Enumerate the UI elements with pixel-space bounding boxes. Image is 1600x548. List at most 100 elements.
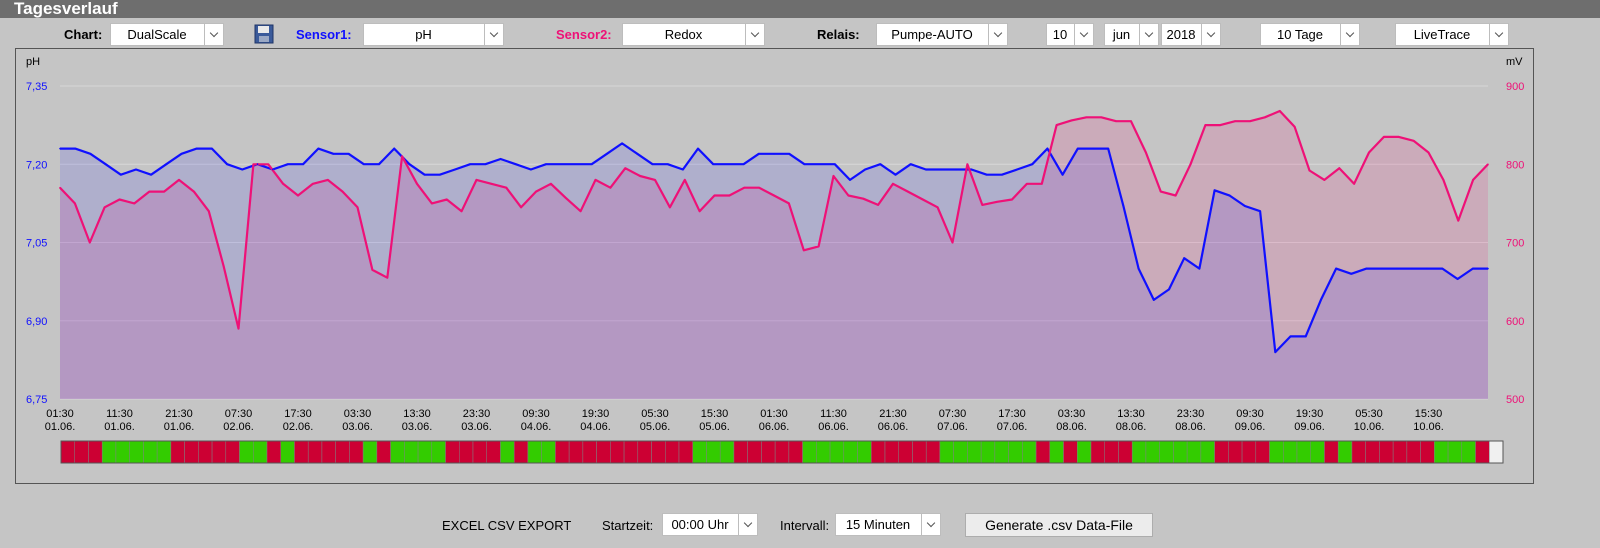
relay-state-cell bbox=[198, 440, 213, 464]
page-title: Tagesverlauf bbox=[0, 0, 1600, 18]
redox-data-point bbox=[1249, 120, 1251, 123]
redox-data-point bbox=[1085, 116, 1088, 119]
ph-data-point bbox=[423, 173, 426, 176]
relais-select[interactable]: Pumpe-AUTO bbox=[876, 23, 1008, 46]
relay-state-cell bbox=[1159, 440, 1174, 464]
relay-state-cell bbox=[390, 440, 405, 464]
relay-state-cell bbox=[980, 440, 996, 464]
ph-data-point bbox=[438, 173, 441, 176]
relay-state-cell bbox=[871, 440, 886, 464]
month-select[interactable]: jun bbox=[1104, 23, 1159, 46]
mode-select[interactable]: LiveTrace bbox=[1395, 23, 1509, 46]
sensor1-select[interactable]: pH bbox=[363, 23, 504, 46]
relay-state-cell bbox=[129, 440, 144, 464]
x-tick-date: 05.06. bbox=[699, 421, 730, 433]
relay-state-cell bbox=[898, 440, 913, 464]
ph-data-point bbox=[1031, 163, 1034, 166]
chart-type-select[interactable]: DualScale bbox=[110, 23, 224, 46]
start-time-select[interactable]: 00:00 Uhr bbox=[662, 513, 758, 536]
month-value: jun bbox=[1112, 27, 1131, 42]
relay-state-cell bbox=[1283, 440, 1298, 464]
redox-data-point bbox=[773, 194, 775, 197]
ph-data-point bbox=[1304, 335, 1307, 338]
ph-data-point bbox=[560, 163, 563, 166]
ph-data-point bbox=[818, 163, 821, 166]
x-tick-time: 09:30 bbox=[1236, 408, 1264, 420]
relay-state-cell bbox=[431, 440, 446, 464]
ph-data-point bbox=[742, 163, 745, 166]
relay-state-cell bbox=[349, 440, 364, 464]
redox-data-point bbox=[847, 194, 850, 197]
relay-state-cell bbox=[156, 440, 172, 464]
relay-state-cell bbox=[651, 440, 666, 464]
ph-data-point bbox=[1396, 267, 1398, 270]
x-tick-time: 05:30 bbox=[1355, 408, 1383, 420]
x-tick-time: 07:30 bbox=[939, 408, 967, 420]
redox-data-point bbox=[326, 179, 329, 181]
relay-state-cell bbox=[1241, 440, 1257, 464]
redox-data-point bbox=[981, 204, 984, 206]
save-icon[interactable] bbox=[254, 24, 274, 44]
relay-state-cell bbox=[211, 440, 227, 464]
relay-state-cell bbox=[1255, 440, 1270, 464]
ph-data-point bbox=[59, 147, 61, 150]
x-tick-date: 01.06. bbox=[164, 421, 195, 433]
generate-csv-button[interactable]: Generate .csv Data-File bbox=[965, 513, 1153, 537]
redox-data-point bbox=[892, 183, 894, 185]
ph-data-point bbox=[165, 163, 168, 166]
relay-state-cell bbox=[486, 440, 501, 464]
range-select[interactable]: 10 Tage bbox=[1260, 23, 1360, 46]
x-tick-date: 08.06. bbox=[1116, 421, 1147, 433]
relay-state-cell bbox=[747, 440, 762, 464]
redox-data-point bbox=[133, 202, 136, 205]
relay-state-cell bbox=[596, 440, 611, 464]
redox-data-point bbox=[1427, 151, 1430, 154]
ph-data-point bbox=[1244, 205, 1246, 207]
ph-data-point bbox=[1061, 173, 1064, 176]
sensor2-select[interactable]: Redox bbox=[622, 23, 765, 46]
relay-state-cell bbox=[527, 440, 542, 464]
ph-data-point bbox=[226, 163, 228, 166]
sensor2-value: Redox bbox=[664, 27, 703, 42]
relay-state-cell bbox=[1324, 440, 1339, 464]
ph-data-point bbox=[590, 163, 593, 166]
relay-state-cell bbox=[994, 440, 1009, 464]
relay-state-cell bbox=[1008, 440, 1023, 464]
relay-state-cell bbox=[1035, 440, 1051, 464]
redox-data-point bbox=[1278, 110, 1281, 112]
relay-state-cell bbox=[582, 440, 597, 464]
ph-data-point bbox=[271, 168, 274, 171]
redox-data-point bbox=[862, 197, 865, 200]
dual-scale-chart: pH mV 7,35 7,20 7,05 6,90 6,75 900 800 700 600 500 0… bbox=[26, 56, 1524, 464]
redox-data-point bbox=[996, 201, 998, 203]
ph-data-point bbox=[241, 168, 244, 171]
ph-data-point bbox=[621, 142, 623, 145]
ph-data-point bbox=[1137, 267, 1140, 270]
ph-data-point bbox=[1077, 147, 1079, 150]
redox-data-point bbox=[594, 179, 597, 181]
redox-data-point bbox=[74, 202, 76, 205]
ph-data-point bbox=[150, 173, 152, 176]
relay-state-cell bbox=[1049, 440, 1064, 464]
redox-data-point bbox=[475, 179, 478, 181]
chevron-down-icon bbox=[1489, 24, 1508, 45]
chevron-down-icon bbox=[738, 514, 757, 535]
redox-data-point bbox=[505, 186, 508, 189]
x-tick-time: 15:30 bbox=[1415, 408, 1443, 420]
relay-state-cell bbox=[376, 440, 391, 464]
ph-data-point bbox=[499, 158, 502, 160]
redox-data-point bbox=[1442, 179, 1445, 181]
relay-state-cell bbox=[1118, 440, 1133, 464]
x-tick-date: 02.06. bbox=[283, 421, 314, 433]
chart-type-value: DualScale bbox=[127, 27, 187, 42]
day-select[interactable]: 10 bbox=[1046, 23, 1094, 46]
redox-data-point bbox=[341, 190, 344, 193]
interval-select[interactable]: 15 Minuten bbox=[835, 513, 941, 536]
redox-data-point bbox=[669, 206, 671, 209]
ph-data-point bbox=[1198, 267, 1201, 270]
redox-data-point bbox=[1130, 120, 1132, 123]
relay-state-cell bbox=[555, 440, 570, 464]
ph-data-point bbox=[636, 153, 639, 155]
ph-data-point bbox=[378, 163, 380, 166]
year-select[interactable]: 2018 bbox=[1161, 23, 1221, 46]
